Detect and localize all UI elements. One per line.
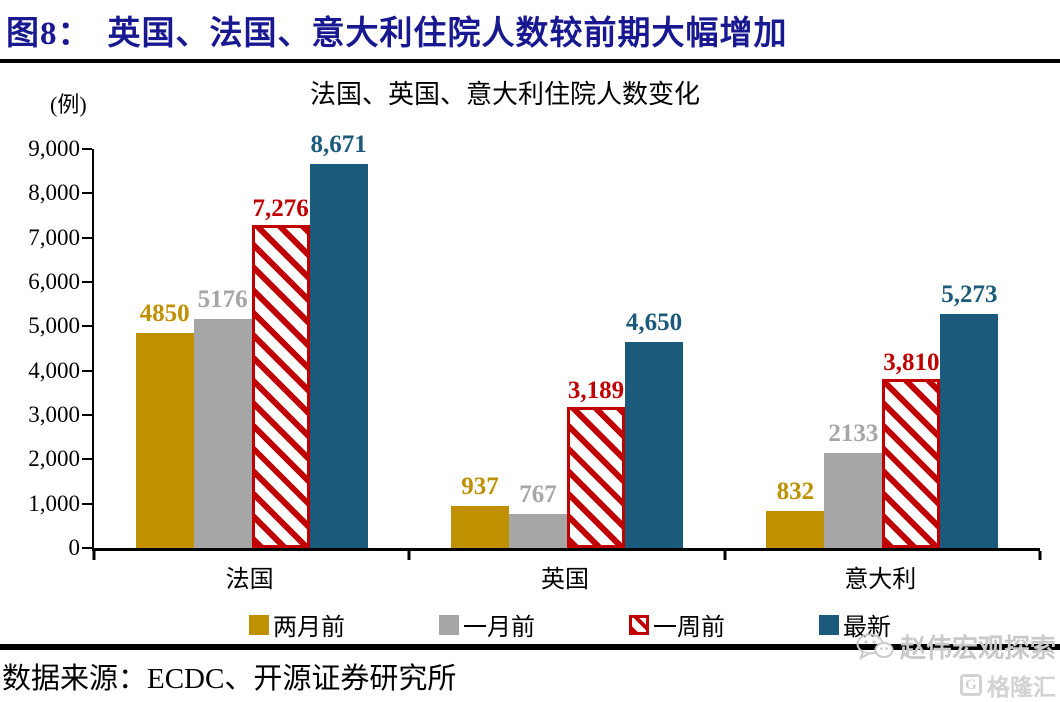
y-axis-tick [82, 325, 92, 328]
legend-item: 一月前 [439, 607, 535, 642]
y-axis-tick-label: 1,000 [28, 490, 80, 516]
x-axis-tick [1038, 551, 1042, 560]
bar-value-label: 937 [461, 473, 499, 501]
y-axis-tick-label: 0 [68, 535, 81, 560]
x-axis-category-label: 英国 [540, 567, 589, 593]
legend-label: 一月前 [463, 615, 535, 641]
y-axis-tick-label: 3,000 [28, 402, 80, 427]
x-axis-tick [92, 551, 96, 560]
bar-group-法国: 4850 5176 7,276 8,671 [94, 131, 409, 548]
bar-value-label: 7,276 [252, 195, 309, 223]
legend-label: 一周前 [653, 615, 725, 641]
bar-group-意大利: 832 2133 3,810 5,273 [725, 149, 1040, 548]
bar: 4,650 [624, 309, 683, 548]
bar: 7,276 [251, 195, 310, 548]
legend-swatch [439, 614, 459, 635]
y-axis-tick [82, 148, 92, 150]
y-axis-tick [82, 369, 92, 372]
bar: 3,810 [882, 349, 941, 548]
watermark-account: 赵伟宏观探索 [856, 628, 1056, 665]
watermark-logo: G 格隆汇 [856, 668, 1056, 702]
watermark-account-name: 赵伟宏观探索 [899, 634, 1056, 663]
bar-value-label: 3,189 [567, 376, 625, 404]
gelonghui-logo-icon: G [960, 674, 982, 696]
footer-divider [0, 644, 1060, 650]
y-axis-tick-label: 9,000 [28, 136, 80, 161]
y-axis-tick-label: 6,000 [28, 269, 80, 294]
legend-swatch [819, 614, 839, 635]
bar-value-label: 5176 [197, 285, 248, 313]
x-axis-tick [407, 551, 411, 560]
bar-value-label: 767 [519, 481, 557, 508]
bar: 5176 [193, 286, 252, 548]
y-axis-tick [82, 502, 92, 505]
watermark: 赵伟宏观探索 G 格隆汇 [856, 628, 1056, 702]
gelonghui-logo-text: 格隆汇 [987, 675, 1056, 700]
legend-label: 两月前 [273, 615, 345, 641]
bar: 2133 [824, 420, 883, 548]
y-axis-tick-label: 2,000 [28, 446, 80, 472]
bar: 4850 [135, 300, 194, 548]
chart-title: 法国、英国、意大利住院人数变化 [309, 80, 700, 109]
bar: 767 [508, 481, 567, 548]
x-axis-category-label: 法国 [225, 567, 274, 593]
y-axis-tick [82, 281, 92, 283]
legend-item: 最新 [819, 607, 891, 642]
y-axis-tick [82, 458, 92, 461]
x-axis-category-label: 意大利 [844, 567, 917, 593]
header-divider [0, 59, 1060, 63]
bar: 3,189 [566, 377, 625, 548]
data-source: 数据来源：ECDC、开源证券研究所 [2, 663, 457, 695]
legend-item: 两月前 [249, 607, 345, 642]
bar-value-label: 5,273 [941, 281, 998, 309]
bar-groups: 4850 5176 7,276 8,671 937 767 3,189 4,650 832 213… [94, 131, 1040, 548]
figure-number: 图8： [6, 16, 92, 52]
bar-group-英国: 937 767 3,189 4,650 [409, 149, 724, 548]
legend-label: 最新 [843, 615, 891, 641]
bar-value-label: 832 [776, 478, 815, 506]
bar-value-label: 8,671 [310, 130, 367, 158]
y-axis-unit-label: (例) [50, 92, 87, 117]
bar: 937 [450, 473, 509, 548]
figure-header: 图8： 英国、法国、意大利住院人数较前期大幅增加 [6, 6, 788, 54]
y-axis-tick-label: 5,000 [28, 313, 80, 339]
y-axis-tick-label: 4,000 [28, 357, 80, 383]
y-axis-tick-label: 8,000 [28, 180, 80, 206]
bar-value-label: 4,650 [625, 308, 683, 336]
legend-swatch [249, 614, 269, 635]
bar: 5,273 [940, 281, 999, 548]
legend-item: 一周前 [629, 607, 725, 642]
y-axis-tick [82, 414, 92, 416]
y-axis-tick-label: 7,000 [28, 224, 80, 250]
x-axis-labels: 法国 英国 意大利 [92, 559, 1038, 594]
x-axis-tick [723, 551, 727, 560]
bar-value-label: 2133 [828, 420, 879, 448]
y-axis-tick [82, 547, 92, 549]
y-axis-tick [82, 236, 92, 239]
plot-area: 4850 5176 7,276 8,671 937 767 3,189 4,650 832 213… [82, 131, 1042, 560]
wechat-icon [856, 633, 894, 661]
bar: 8,671 [309, 131, 368, 548]
figure-title: 英国、法国、意大利住院人数较前期大幅增加 [107, 16, 788, 52]
y-axis-tick [82, 192, 92, 195]
bar-value-label: 4850 [139, 299, 190, 327]
legend: 两月前 一月前 一周前 最新 [0, 607, 1060, 642]
legend-swatch [629, 614, 649, 635]
bar-value-label: 3,810 [883, 349, 940, 377]
bar: 832 [766, 478, 825, 548]
